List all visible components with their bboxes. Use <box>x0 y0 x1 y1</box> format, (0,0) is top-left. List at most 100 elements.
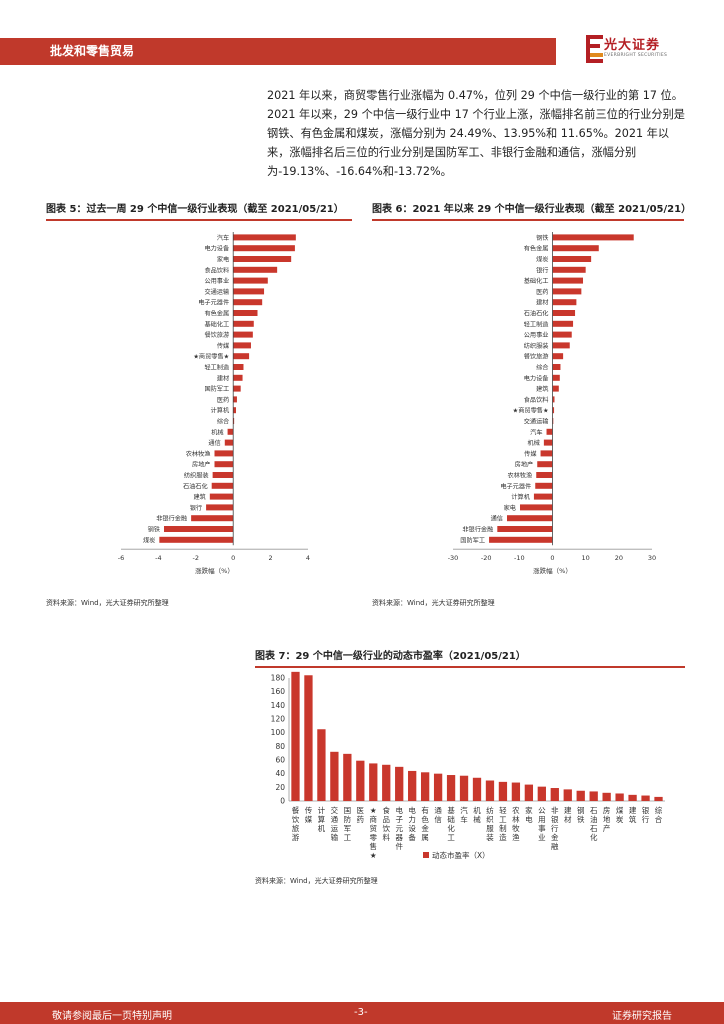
fig7-bar <box>628 794 637 801</box>
fig5-bar <box>233 234 296 241</box>
fig6-title-rule <box>372 219 684 221</box>
fig6-bar <box>552 364 561 370</box>
fig6-category-label: 汽车 <box>530 428 542 436</box>
fig6-category-label: 通信 <box>491 515 503 523</box>
fig7-legend-swatch <box>423 852 429 858</box>
fig6-bar <box>543 439 553 446</box>
fig7-bar <box>395 766 404 801</box>
fig5-category-label: 非银行金融 <box>156 515 187 523</box>
fig5-x-tick-label: 2 <box>269 554 273 562</box>
fig6-bar <box>552 353 564 360</box>
fig5-bar <box>233 310 258 316</box>
fig7-bar <box>343 753 352 801</box>
footer-report-type: 证券研究报告 <box>612 1011 672 1022</box>
fig7-bar <box>420 772 430 801</box>
fig6-category-label: 轻工制造 <box>524 320 549 328</box>
fig7-category-label: 国防军工 <box>344 806 352 842</box>
fig5-bar <box>233 288 265 295</box>
fig6-bar <box>552 234 634 241</box>
fig6-category-label: 纺织服装 <box>524 342 549 350</box>
fig7-bar <box>485 780 495 801</box>
fig7-bar <box>330 751 339 801</box>
fig7-category-label: 石油石化 <box>590 806 598 842</box>
fig6-category-label: 有色金属 <box>524 245 549 253</box>
fig7-category-label: 建筑 <box>629 805 637 824</box>
fig5-category-label: 建材 <box>217 374 229 382</box>
fig6-title: 图表 6：2021 年以来 29 个中信一级行业表现（截至 2021/05/21… <box>372 204 692 215</box>
fig6-category-label: 家电 <box>504 504 516 512</box>
fig6-category-label: 餐饮旅游 <box>524 353 549 361</box>
fig7-category-label: 机械 <box>473 805 481 824</box>
fig7-category-label: 轻工制造 <box>499 805 507 842</box>
fig5-category-label: 食品饮料 <box>204 266 229 274</box>
fig6-bar <box>519 504 553 511</box>
fig7-category-label: 钢铁 <box>577 805 585 824</box>
logo-mark-icon <box>586 35 603 63</box>
fig6-category-label: 电力设备 <box>524 374 550 382</box>
fig5-category-label: 汽车 <box>217 234 229 242</box>
fig7-category-label: 公用事业 <box>538 806 546 842</box>
fig5-bar <box>164 526 234 532</box>
fig5-x-tick-label: -6 <box>118 554 124 562</box>
fig6-bar <box>552 385 559 392</box>
fig7-y-tick-label: 0 <box>280 797 285 806</box>
fig7-title: 图表 7：29 个中信一级行业的动态市盈率（2021/05/21） <box>255 651 526 662</box>
fig7-y-tick-label: 180 <box>271 674 286 683</box>
fig6-x-axis-title: 涨跌幅（%） <box>533 566 572 575</box>
company-logo <box>584 32 694 68</box>
fig6-category-label: 煤炭 <box>536 256 548 264</box>
fig7-y-tick-label: 80 <box>275 742 285 751</box>
fig6-bar <box>540 450 553 457</box>
fig5-category-label: 国防军工 <box>204 385 229 393</box>
fig7-category-label: 农林牧渔 <box>512 805 520 842</box>
fig7-bar <box>459 775 469 801</box>
fig6-bar <box>552 245 599 252</box>
fig5-bar <box>209 493 234 500</box>
fig5-bar <box>233 407 237 414</box>
fig7-category-label: 房地产 <box>603 805 611 833</box>
fig6-category-label: 综合 <box>536 364 548 372</box>
fig7-bar <box>589 791 598 801</box>
fig7-title-rule <box>255 666 685 668</box>
fig5-bar <box>233 331 253 338</box>
fig7-category-label: ★商贸零售★ <box>370 806 378 860</box>
fig5-bar <box>233 245 295 252</box>
fig7-category-label: 传媒 <box>305 805 313 824</box>
fig6-bar <box>552 396 555 403</box>
logo-subtext: EVERBRIGHT SECURITIES <box>604 53 668 58</box>
fig5-bar <box>233 256 292 262</box>
fig7-bar <box>602 792 611 801</box>
fig7-category-label: 基础化工 <box>447 805 455 842</box>
fig6-category-label: 计算机 <box>511 493 530 501</box>
fig6-source: 资料来源：Wind，光大证券研究所整理 <box>372 599 495 607</box>
fig5-bar <box>159 536 234 543</box>
fig6-x-tick-label: -30 <box>448 554 459 562</box>
fig6-x-tick-label: 0 <box>550 554 554 562</box>
fig6-x-tick-label: 20 <box>615 554 623 562</box>
fig5-bar <box>224 439 234 446</box>
fig5-bar <box>206 504 234 511</box>
fig5-bar <box>227 428 234 435</box>
fig6-bar <box>552 256 592 262</box>
fig5-bar <box>233 342 251 349</box>
fig5-category-label: 纺织服装 <box>184 472 209 480</box>
fig5-category-label: 通信 <box>208 439 220 447</box>
fig6-bar <box>536 472 553 478</box>
fig6-bar <box>552 299 577 306</box>
fig6-category-label: 电子元器件 <box>500 482 531 490</box>
fig7-category-label: 计算机 <box>318 805 326 833</box>
fig5-bar <box>233 277 268 284</box>
fig6-category-label: ★商贸零售★ <box>513 407 549 415</box>
footer-bar <box>0 1002 724 1024</box>
fig7-category-label: 纺织服装 <box>486 805 494 842</box>
fig7-bar <box>615 793 624 801</box>
fig7-y-tick-label: 140 <box>271 701 286 710</box>
fig5-category-label: 计算机 <box>211 407 230 415</box>
header-bar <box>0 38 556 65</box>
fig5-category-label: 医药 <box>217 396 229 404</box>
fig5-bar <box>191 515 234 522</box>
fig7-category-label: 医药 <box>357 806 365 824</box>
fig5-category-label: 机械 <box>211 428 223 436</box>
fig7-bar <box>550 788 559 801</box>
fig6-category-label: 房地产 <box>515 461 534 469</box>
